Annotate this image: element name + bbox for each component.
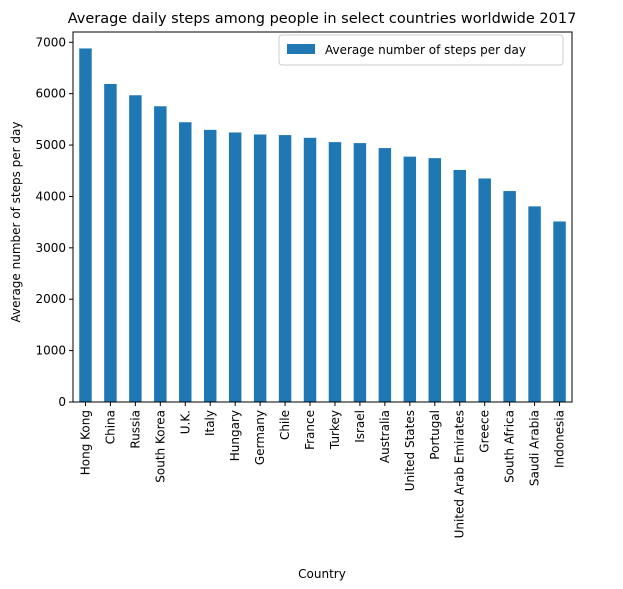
- x-tick-label: Chile: [278, 410, 292, 440]
- legend-swatch: [287, 44, 315, 54]
- x-tick-label: Israel: [353, 410, 367, 443]
- legend-frame: [278, 34, 564, 66]
- bar: [403, 156, 417, 402]
- x-tick-label: Russia: [128, 410, 142, 449]
- bar: [253, 134, 267, 403]
- bar: [528, 206, 541, 402]
- x-tick-label: Saudi Arabia: [528, 410, 542, 486]
- bar: [104, 83, 117, 403]
- x-tick-label: China: [103, 410, 117, 444]
- bar: [328, 142, 342, 402]
- legend-label: Average number of steps per day: [325, 43, 526, 57]
- legend: Average number of steps per day: [278, 34, 564, 66]
- x-tick-label: South Korea: [153, 410, 167, 483]
- x-tick-label: Italy: [203, 410, 217, 436]
- x-tick-label: Germany: [253, 410, 267, 465]
- bar: [303, 137, 317, 402]
- y-tick-label: 7000: [35, 35, 66, 49]
- x-tick-label: Portugal: [428, 410, 442, 460]
- bar: [428, 158, 442, 402]
- chart-title: Average daily steps among people in sele…: [68, 11, 577, 27]
- y-axis: 0 1000 2000 3000 4000 5000 6000 7000: [35, 35, 73, 409]
- bar: [129, 95, 142, 403]
- bar: [453, 169, 466, 402]
- x-tick-label: U.K.: [178, 410, 192, 434]
- x-tick-label: Indonesia: [553, 410, 567, 468]
- y-tick-label: 3000: [35, 241, 66, 255]
- x-tick-label: France: [303, 410, 317, 450]
- x-tick-label: Turkey: [328, 410, 342, 450]
- plot-frame: [72, 31, 573, 403]
- x-tick-label: Hong Kong: [78, 410, 92, 475]
- x-tick-label: Greece: [478, 410, 492, 453]
- y-axis-label: Average number of steps per day: [9, 122, 23, 323]
- y-tick-label: 1000: [35, 344, 66, 358]
- y-tick-label: 0: [58, 395, 66, 409]
- x-axis-label: Country: [298, 567, 346, 581]
- y-tick-label: 5000: [35, 138, 66, 152]
- bar: [278, 135, 292, 402]
- bar: [553, 221, 566, 402]
- x-tick-label: South Africa: [503, 410, 517, 483]
- x-tick-label: Hungary: [228, 410, 242, 461]
- bar: [353, 143, 367, 402]
- y-tick-label: 4000: [35, 189, 66, 203]
- bar: [203, 129, 217, 402]
- x-axis: Hong Kong China Russia South Korea U.K. Italy…: [78, 402, 567, 538]
- plot-area: [72, 31, 573, 403]
- bar: [179, 122, 192, 402]
- x-tick-label: United States: [403, 410, 417, 491]
- bar: [503, 191, 516, 402]
- bar: [228, 132, 242, 402]
- bar: [478, 178, 491, 402]
- y-tick-label: 6000: [35, 87, 66, 101]
- bar: [378, 148, 392, 402]
- bar: [154, 106, 167, 402]
- bar: [79, 48, 92, 402]
- x-tick-label: Australia: [378, 410, 392, 463]
- y-tick-label: 2000: [35, 292, 66, 306]
- x-tick-label: United Arab Emirates: [453, 410, 467, 538]
